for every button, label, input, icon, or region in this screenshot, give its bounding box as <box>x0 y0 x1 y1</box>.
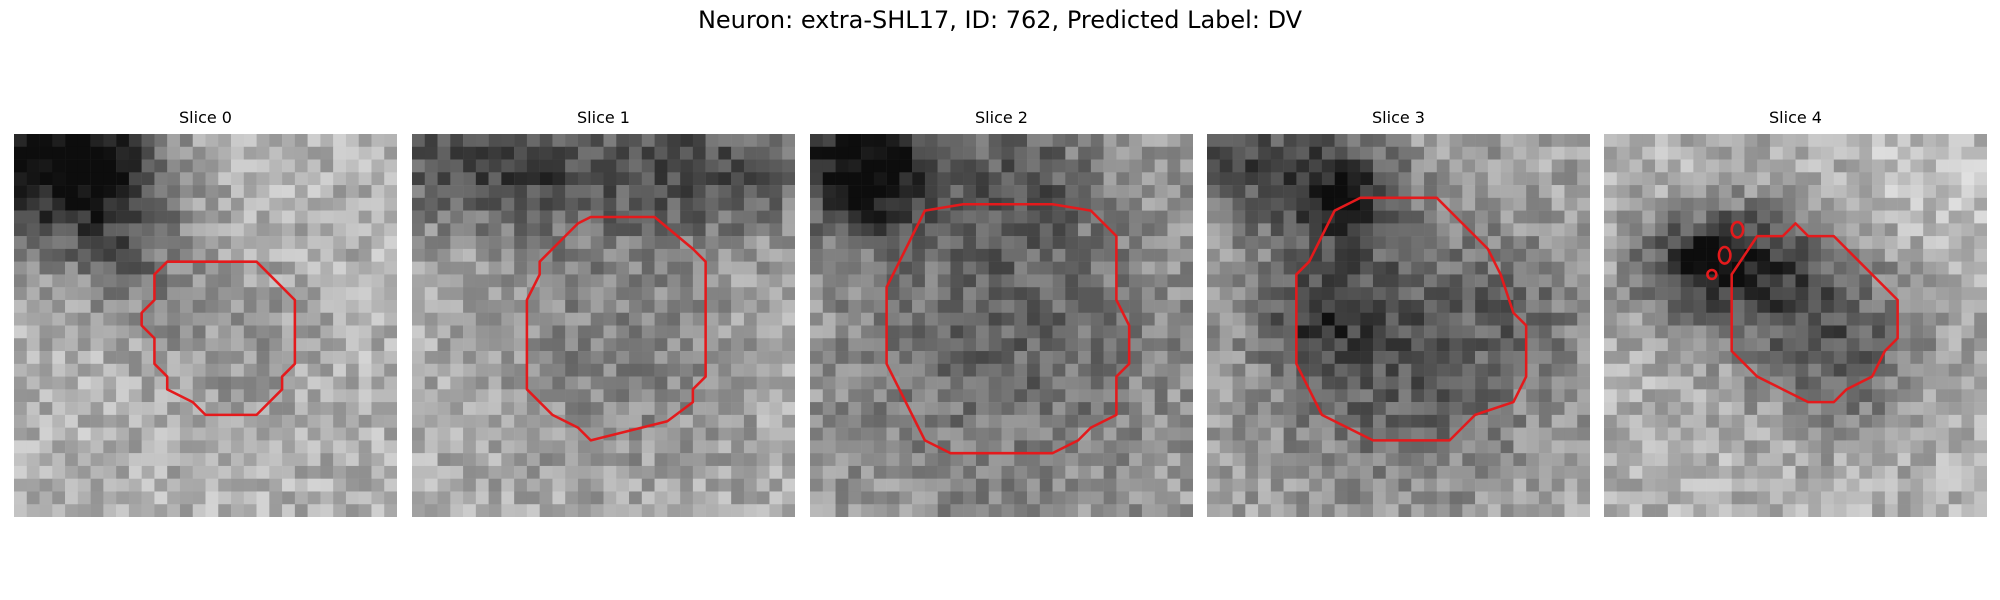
figure-title: Neuron: extra-SHL17, ID: 762, Predicted … <box>697 6 1303 34</box>
segmentation-contour <box>1706 268 1718 281</box>
slice-image <box>412 134 795 517</box>
segmentation-contour <box>525 215 707 442</box>
slice-image <box>1207 134 1590 517</box>
slice-image <box>1604 134 1987 517</box>
segmentation-contour <box>1730 220 1745 239</box>
slice-title: Slice 0 <box>179 108 232 127</box>
slice-title: Slice 2 <box>975 108 1028 127</box>
slice-title: Slice 3 <box>1372 108 1425 127</box>
segmentation-contour <box>1717 245 1732 265</box>
segmentation-contour <box>1730 222 1899 404</box>
segmentation-contour <box>1295 196 1528 442</box>
segmentation-contour <box>140 260 297 417</box>
slice-title: Slice 1 <box>577 108 630 127</box>
slice-image <box>810 134 1193 517</box>
segmentation-contour <box>885 202 1131 455</box>
slice-title: Slice 4 <box>1769 108 1822 127</box>
slice-image <box>14 134 397 517</box>
